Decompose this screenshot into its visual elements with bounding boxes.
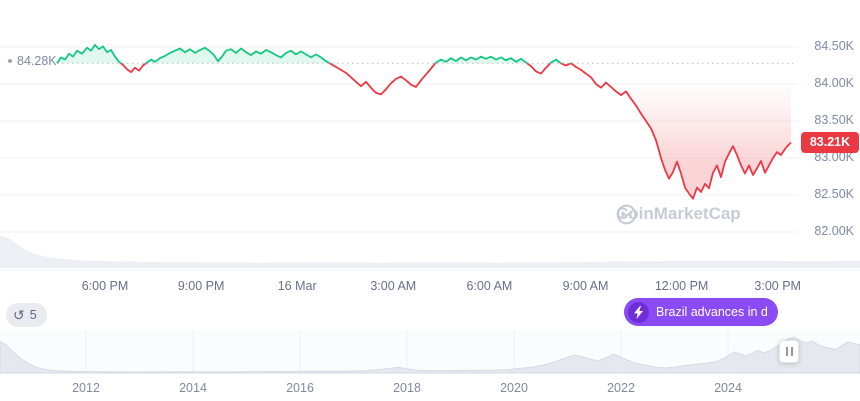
news-ticker-pill[interactable]: Brazil advances in d...	[624, 298, 778, 326]
year-tick: 2022	[607, 381, 635, 395]
history-count-badge[interactable]: ↺ 5	[6, 303, 47, 327]
time-tick: 3:00 AM	[370, 279, 417, 293]
time-axis: 6:00 PM 9:00 PM 16 Mar 3:00 AM 6:00 AM 9:00 A…	[0, 270, 860, 296]
y-tick: 82.50K	[814, 187, 854, 201]
y-tick: 82.00K	[814, 224, 854, 238]
time-tick: 12:00 PM	[654, 279, 709, 293]
year-tick: 2024	[714, 381, 742, 395]
time-tick: 9:00 AM	[562, 279, 609, 293]
y-tick: 83.50K	[814, 113, 854, 127]
time-tick: 3:00 PM	[754, 279, 801, 293]
y-tick: 84.50K	[814, 39, 854, 53]
watermark-text: CoinMarketCap	[616, 204, 741, 223]
news-text: Brazil advances in d...	[656, 305, 768, 319]
time-tick: 6:00 PM	[81, 279, 129, 293]
coinmarketcap-logo-icon	[616, 204, 637, 225]
navigator-chart	[0, 330, 860, 374]
time-tick: 6:00 AM	[466, 279, 513, 293]
price-chart[interactable]: 84.50K 84.00K 83.50K 83.00K 82.50K 82.00K 84.…	[0, 0, 860, 270]
open-price-dot	[8, 59, 12, 64]
year-tick: 2020	[500, 381, 528, 395]
year-tick: 2018	[393, 381, 421, 395]
price-line-chart	[0, 43, 860, 268]
year-tick: 2012	[72, 381, 100, 395]
timeline-navigator[interactable]	[0, 330, 860, 374]
year-axis: 2012 2014 2016 2018 2020 2022 2024	[0, 374, 860, 401]
time-tick: 16 Mar	[277, 279, 317, 293]
time-tick: 9:00 PM	[177, 279, 225, 293]
navigator-resize-handle[interactable]	[779, 340, 799, 363]
toolbar-row: ↺ 5 Brazil advances in d...	[0, 296, 860, 330]
y-tick: 84.00K	[814, 76, 854, 90]
year-tick: 2016	[286, 381, 314, 395]
open-price-text: 84.28K	[17, 54, 57, 69]
history-icon: ↺	[13, 307, 25, 323]
current-price-badge: 83.21K	[801, 131, 859, 153]
y-tick: 83.00K	[814, 150, 854, 164]
history-count: 5	[29, 308, 37, 322]
open-price-label: 84.28K	[8, 54, 57, 68]
coinmarketcap-watermark: CoinMarketCap	[616, 204, 741, 225]
lightning-icon	[628, 301, 649, 323]
year-tick: 2014	[179, 381, 207, 395]
